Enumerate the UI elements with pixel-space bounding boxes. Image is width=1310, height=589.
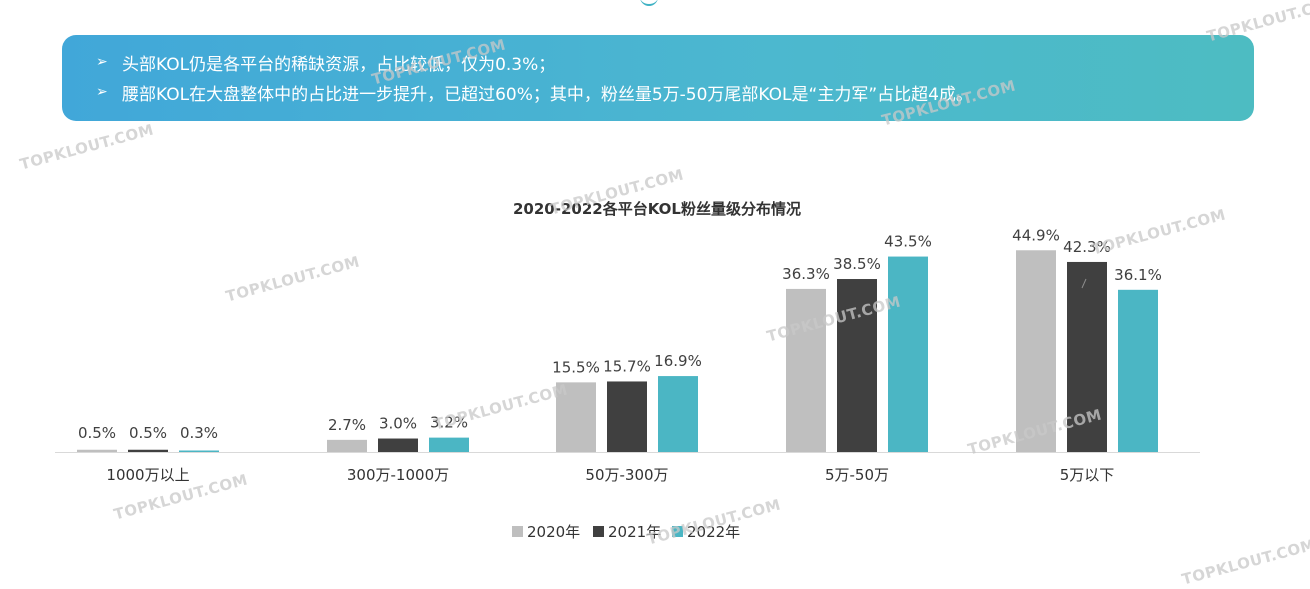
bar-3-4 <box>888 256 928 452</box>
arrow-bullet-icon: ➢ <box>96 84 108 100</box>
bar-3-1 <box>179 450 219 452</box>
summary-banner: ➢ 头部KOL仍是各平台的稀缺资源，占比较低，仅为0.3%； ➢ 腰部KOL在大… <box>62 35 1254 121</box>
legend-swatch-2 <box>593 526 604 537</box>
bar-2-1 <box>128 449 168 452</box>
summary-bullet-1: ➢ 头部KOL仍是各平台的稀缺资源，占比较低，仅为0.3%； <box>96 47 1254 77</box>
bar-1-4 <box>786 288 826 452</box>
x-tick-label: 50万-300万 <box>585 466 668 484</box>
bar-2-2 <box>378 438 418 452</box>
data-label: 3.0% <box>379 415 417 433</box>
data-label: 38.5% <box>833 255 881 273</box>
bar-2-5 <box>1067 261 1107 452</box>
data-label: 15.7% <box>603 357 651 375</box>
x-tick-label: 1000万以上 <box>106 466 189 484</box>
summary-text-1: 头部KOL仍是各平台的稀缺资源，占比较低，仅为0.3%； <box>122 54 556 75</box>
data-label: 0.5% <box>129 424 167 442</box>
data-label: 15.5% <box>552 358 600 376</box>
bar-2-4 <box>837 279 877 452</box>
data-label: 0.5% <box>78 424 116 442</box>
data-label: 3.2% <box>430 414 468 432</box>
summary-text-2: 腰部KOL在大盘整体中的占比进一步提升，已超过60%；其中，粉丝量5万-50万尾… <box>122 84 973 105</box>
x-tick-label: 300万-1000万 <box>347 466 449 484</box>
legend-label-2: 2021年 <box>608 523 661 541</box>
data-label: 2.7% <box>328 416 366 434</box>
data-label: 0.3% <box>180 424 218 442</box>
data-label: 16.9% <box>654 352 702 370</box>
x-tick-label: 5万以下 <box>1060 466 1115 484</box>
bar-2-3 <box>607 381 647 452</box>
summary-bullet-2: ➢ 腰部KOL在大盘整体中的占比进一步提升，已超过60%；其中，粉丝量5万-50… <box>96 77 1254 107</box>
bar-1-2 <box>327 439 367 452</box>
data-label: 44.9% <box>1012 226 1060 244</box>
x-tick-label: 5万-50万 <box>825 466 889 484</box>
bar-3-5 <box>1118 289 1158 452</box>
bar-1-1 <box>77 449 117 452</box>
legend-label-3: 2022年 <box>687 523 740 541</box>
bar-3-3 <box>658 376 698 452</box>
data-label: 43.5% <box>884 233 932 251</box>
data-label: 36.1% <box>1114 266 1162 284</box>
legend-swatch-3 <box>672 526 683 537</box>
data-label: 42.3% <box>1063 238 1111 256</box>
data-label: 36.3% <box>782 265 830 283</box>
legend-swatch-1 <box>512 526 523 537</box>
bar-3-2 <box>429 437 469 452</box>
legend-label-1: 2020年 <box>527 523 580 541</box>
top-accent-decoration <box>640 0 658 6</box>
label-leader-line <box>1081 278 1087 289</box>
bar-1-5 <box>1016 250 1056 452</box>
bar-1-3 <box>556 382 596 452</box>
chart-title: 2020-2022各平台KOL粉丝量级分布情况 <box>513 200 801 218</box>
arrow-bullet-icon: ➢ <box>96 54 108 70</box>
